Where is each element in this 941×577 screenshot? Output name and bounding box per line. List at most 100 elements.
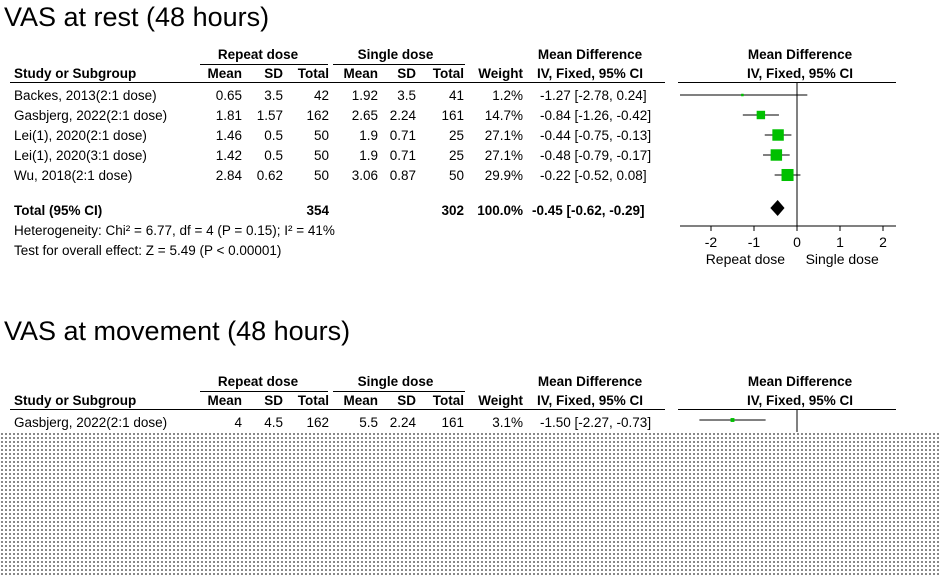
weight-value: 29.9%	[484, 168, 523, 183]
ci-value: -1.50 [-2.27, -0.73]	[540, 415, 652, 430]
mean1-value: 1.42	[215, 148, 242, 163]
effect-square	[730, 418, 735, 422]
x-tick-label: 0	[793, 234, 801, 250]
ci-value: -0.44 [-0.75, -0.13]	[540, 128, 652, 143]
group1-header: Repeat dose	[217, 374, 299, 389]
forest-plot-rest: -2 -1 0 1 2 Repeat dose Single dose	[680, 83, 896, 267]
effect-square	[781, 168, 794, 182]
mean1-header: Mean	[207, 66, 242, 81]
ci-value: -0.48 [-0.79, -0.17]	[540, 148, 652, 163]
mean1-header: Mean	[207, 393, 242, 408]
axis-right-label: Single dose	[806, 251, 879, 267]
plot-effect-header: Mean Difference	[747, 47, 853, 62]
ci-value: -0.22 [-0.52, 0.08]	[540, 168, 647, 183]
mean2-header: Mean	[343, 66, 378, 81]
sd1-value: 1.57	[256, 108, 283, 123]
total-weight: 100.0%	[477, 203, 523, 218]
plot-header-line	[678, 409, 896, 410]
study-name: Lei(1), 2020(3:1 dose)	[14, 148, 147, 163]
total2-value: 50	[448, 168, 464, 183]
sd1-value: 0.62	[256, 168, 283, 183]
heterogeneity-text: Heterogeneity: Chi² = 6.77, df = 4 (P = …	[14, 223, 335, 238]
study-name: Lei(1), 2020(2:1 dose)	[14, 128, 147, 143]
sd1-value: 0.5	[264, 128, 283, 143]
total2-value: 41	[448, 88, 464, 103]
mean2-header: Mean	[343, 393, 378, 408]
weight-value: 3.1%	[492, 415, 523, 430]
sd2-header: SD	[397, 66, 416, 81]
plot-method-header: IV, Fixed, 95% CI	[746, 66, 854, 81]
effect-square	[741, 93, 744, 97]
total2-value: 25	[448, 148, 464, 163]
total1-value: 50	[313, 168, 329, 183]
mean2-value: 1.92	[351, 88, 378, 103]
mean2-value: 3.06	[351, 168, 378, 183]
method-header: IV, Fixed, 95% CI	[536, 66, 644, 81]
sd2-value: 2.24	[389, 415, 416, 430]
study-name: Wu, 2018(2:1 dose)	[14, 168, 133, 183]
total2-value: 25	[448, 128, 464, 143]
ci-value: -0.84 [-1.26, -0.42]	[540, 108, 652, 123]
mean2-value: 1.9	[359, 128, 378, 143]
plot-effect-header: Mean Difference	[747, 374, 853, 389]
weight-value: 1.2%	[492, 88, 523, 103]
x-tick-label: 1	[836, 234, 844, 250]
table-header-line	[10, 409, 665, 410]
sd2-value: 3.5	[397, 88, 416, 103]
total1-value: 42	[313, 88, 329, 103]
weight-header: Weight	[478, 393, 523, 408]
total2-value: 161	[441, 415, 464, 430]
mean1-value: 4	[234, 415, 242, 430]
overall-effect-text: Test for overall effect: Z = 5.49 (P < 0…	[14, 243, 282, 258]
weight-value: 14.7%	[484, 108, 523, 123]
weight-value: 27.1%	[484, 128, 523, 143]
total1-value: 162	[306, 108, 329, 123]
group2-header: Single dose	[357, 47, 434, 62]
study-header: Study or Subgroup	[14, 393, 137, 408]
plot-method-header: IV, Fixed, 95% CI	[746, 393, 854, 408]
study-name: Backes, 2013(2:1 dose)	[14, 88, 157, 103]
x-tick-label: 2	[879, 234, 887, 250]
total2-header: Total	[432, 66, 464, 81]
effect-square	[756, 110, 766, 120]
weight-header: Weight	[478, 66, 523, 81]
chart-title-rest: VAS at rest (48 hours)	[4, 2, 270, 32]
method-header: IV, Fixed, 95% CI	[536, 393, 644, 408]
group1-underline	[200, 64, 328, 65]
ci-value: -1.27 [-2.78, 0.24]	[540, 88, 647, 103]
dotted-overlay	[0, 432, 941, 577]
axis-left-label: Repeat dose	[706, 251, 786, 267]
mean1-value: 0.65	[215, 88, 242, 103]
group2-underline	[333, 64, 465, 65]
total-label: Total (95% CI)	[14, 203, 103, 218]
total-ci: -0.45 [-0.62, -0.29]	[532, 203, 645, 218]
mean1-value: 2.84	[215, 168, 242, 183]
sd2-value: 0.71	[389, 128, 416, 143]
effect-square	[770, 149, 783, 161]
mean2-value: 2.65	[351, 108, 378, 123]
effect-header: Mean Difference	[537, 47, 643, 62]
x-tick-label: -2	[705, 234, 718, 250]
mean1-value: 1.81	[215, 108, 242, 123]
plot-header-line	[678, 82, 896, 83]
sd1-header: SD	[264, 393, 283, 408]
group2-underline	[333, 391, 465, 392]
group1-header: Repeat dose	[217, 47, 299, 62]
weight-value: 27.1%	[484, 148, 523, 163]
chart-title-movement: VAS at movement (48 hours)	[4, 316, 351, 346]
sd2-value: 2.24	[389, 108, 416, 123]
total1-value: 50	[313, 148, 329, 163]
total2-value: 161	[441, 108, 464, 123]
sd2-value: 0.87	[389, 168, 416, 183]
sd1-value: 4.5	[264, 415, 283, 430]
sd2-header: SD	[397, 393, 416, 408]
total1-header: Total	[297, 393, 329, 408]
sd1-value: 3.5	[264, 88, 283, 103]
total2-sum: 302	[441, 203, 464, 218]
total1-header: Total	[297, 66, 329, 81]
x-tick-label: -1	[748, 234, 761, 250]
table-header-line	[10, 82, 665, 83]
mean1-value: 1.46	[215, 128, 242, 143]
group2-header: Single dose	[357, 374, 434, 389]
